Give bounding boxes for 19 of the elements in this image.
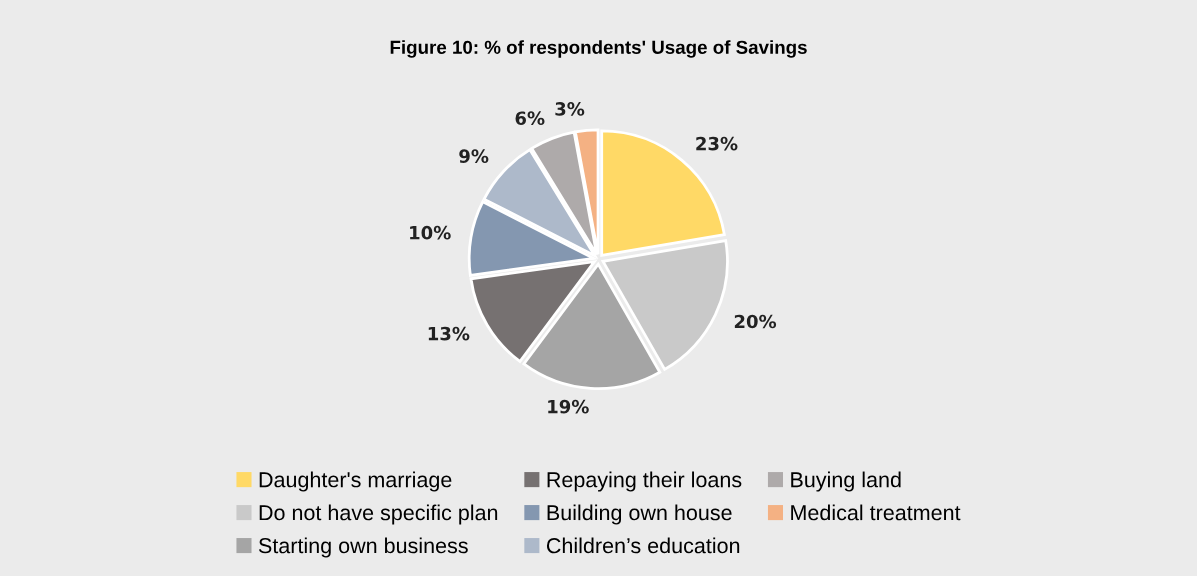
data-label: 19% <box>548 399 589 414</box>
legend-label: Do not have specific plan <box>259 504 498 525</box>
pie-slice <box>522 262 662 390</box>
legend-label: Starting own business <box>258 537 468 558</box>
legend-label: Daughter's marriage <box>259 471 452 492</box>
data-label: 9% <box>459 149 489 163</box>
legend-label: Repaying their loans <box>547 471 742 492</box>
data-label: 10% <box>410 225 451 240</box>
data-label: 20% <box>734 314 777 329</box>
chart-title: Figure 10: % of respondents' Usage of Savings <box>390 40 807 58</box>
data-label: 23% <box>696 136 738 151</box>
legend-label: Medical treatment <box>791 504 961 521</box>
data-label: 6% <box>515 111 545 126</box>
data-label: 13% <box>428 326 470 341</box>
legend-label: Buying land <box>791 471 901 492</box>
pie-slice <box>601 239 729 371</box>
legend-label: Children’s education <box>546 537 740 554</box>
data-label: 3% <box>555 102 585 116</box>
legend-label: Building own house <box>547 504 732 525</box>
